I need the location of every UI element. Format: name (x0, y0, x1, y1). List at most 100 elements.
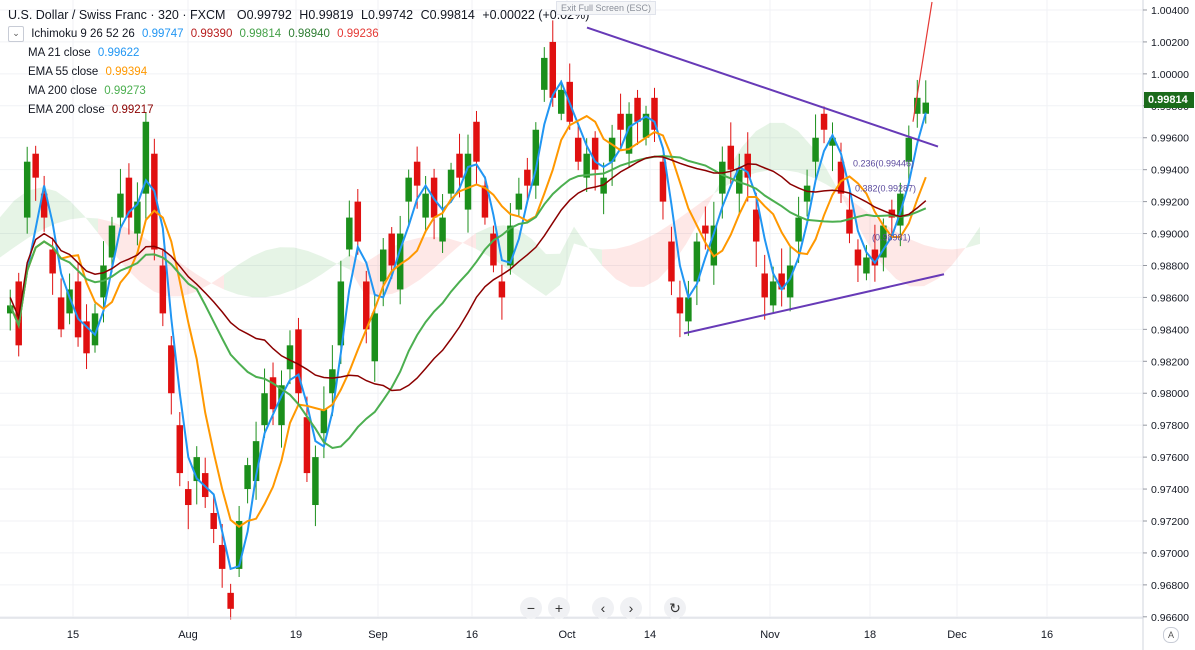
ichimoku-cloud-segment (546, 253, 560, 296)
zoom-out-button[interactable]: − (520, 597, 542, 619)
candle-body (676, 297, 684, 314)
price-axis-label: 0.97800 (1151, 420, 1189, 432)
scroll-left-button[interactable]: ‹ (592, 597, 614, 619)
ohlc-open: O0.99792 (236, 8, 292, 22)
price-axis-label: 0.97200 (1151, 516, 1189, 528)
ma21-line (9, 79, 927, 571)
ichimoku-row[interactable]: ⌄ Ichimoku 9 26 52 26 0.99747 0.99390 0.… (8, 25, 589, 44)
candle-body (591, 137, 599, 170)
candle-body (337, 281, 345, 346)
candle-body (549, 41, 557, 98)
ichimoku-cloud-segment (28, 187, 42, 239)
price-axis-label: 0.97400 (1151, 484, 1189, 496)
candle-body (413, 161, 421, 186)
ichimoku-cloud-segment (770, 122, 784, 171)
ohlc-high: H0.99819 (299, 8, 354, 22)
ohlc-close: C0.99814 (420, 8, 475, 22)
candle-body (524, 169, 531, 186)
candle-body (854, 249, 862, 266)
ichimoku-cloud-segment (126, 227, 140, 282)
auto-scale-button[interactable]: A (1163, 627, 1179, 643)
candle-body (685, 297, 692, 322)
ichimoku-cloud-segment (84, 215, 98, 234)
candle-body (583, 153, 590, 178)
zoom-in-button[interactable]: + (548, 597, 570, 619)
candle-body (176, 425, 184, 474)
candle-body (634, 97, 641, 122)
ichimoku-cloud-segment (938, 248, 952, 279)
time-axis-label: 19 (290, 629, 302, 641)
candle-body (490, 233, 497, 266)
candle-body (659, 161, 667, 202)
ichimoku-label: Ichimoku 9 26 52 26 (31, 27, 135, 40)
candle-body (761, 273, 768, 298)
candle-body (227, 592, 234, 609)
ema55-value: 0.99394 (105, 65, 148, 78)
ichimoku-cloud-segment (826, 168, 840, 194)
candle-body (880, 225, 887, 258)
ichimoku-cloud-segment (756, 122, 770, 173)
ma200-line (9, 154, 927, 450)
ema55-row[interactable]: EMA 55 close 0.99394 (8, 63, 589, 82)
candle-body (837, 161, 845, 194)
ma21-row[interactable]: MA 21 close 0.99622 (8, 44, 589, 63)
time-axis-label: 16 (1041, 629, 1053, 641)
candle-body (473, 121, 480, 162)
ichimoku-cloud-segment (56, 191, 70, 224)
candle-body (83, 321, 90, 354)
candle-body (32, 153, 39, 178)
ichimoku-cloud-segment (112, 221, 126, 269)
candle-body (388, 233, 395, 266)
candle-body (905, 137, 913, 162)
candle-body (40, 193, 48, 218)
ma200-label: MA 200 close (28, 84, 98, 97)
candle-body (405, 177, 412, 202)
ichimoku-cloud-segment (616, 245, 630, 287)
ichimoku-cloud-segment (896, 231, 910, 287)
candle-body (820, 113, 828, 130)
price-axis-label: 0.99400 (1151, 165, 1189, 177)
ichimoku-cloud-segment (602, 248, 616, 280)
ma200-row[interactable]: MA 200 close 0.99273 (8, 82, 589, 101)
reset-chart-button[interactable]: ↻ (664, 597, 686, 619)
ichimoku-cloud-segment (588, 247, 602, 266)
time-axis-label: Sep (368, 629, 388, 641)
ichimoku-cloud-segment (784, 122, 798, 173)
ichimoku-cloud-segment (210, 274, 224, 290)
candle-body (303, 417, 311, 474)
ema200-value: 0.99217 (111, 103, 154, 116)
candle-body (778, 273, 785, 290)
price-axis-label: 0.96600 (1151, 612, 1189, 624)
time-axis-label: 16 (466, 629, 478, 641)
candle-body (354, 201, 362, 242)
candle-body (235, 520, 243, 569)
candle-body (668, 241, 675, 282)
candle-body (210, 513, 217, 529)
candle-body (846, 209, 853, 234)
ichimoku-cloud-segment (952, 247, 966, 266)
candle-body (379, 249, 387, 282)
ema200-row[interactable]: EMA 200 close 0.99217 (8, 101, 589, 120)
ma200-value: 0.99273 (104, 84, 146, 97)
ichimoku-cloud-segment (966, 226, 980, 248)
candle-body (7, 305, 14, 314)
chevron-down-icon[interactable]: ⌄ (8, 25, 24, 42)
ichimoku-cloud-segment (420, 236, 434, 280)
candle-body (439, 217, 446, 242)
scroll-right-button[interactable]: › (620, 597, 642, 619)
candle-body (346, 217, 353, 250)
exit-fullscreen-button[interactable]: Exit Full Screen (ESC) (556, 1, 657, 15)
symbol-title: U.S. Dollar / Swiss Franc · 320 · FXCM (8, 8, 226, 22)
price-axis-label: 0.98600 (1151, 292, 1189, 304)
candle-body (295, 329, 302, 394)
ichimoku-cloud-segment (308, 250, 322, 283)
candle-body (57, 297, 65, 330)
candle-body (312, 457, 319, 506)
price-axis-label: 0.98000 (1151, 388, 1189, 400)
candle-body (625, 113, 633, 154)
candle-body (108, 225, 116, 258)
ichimoku-cloud-segment (322, 256, 336, 275)
candle-body (812, 137, 819, 162)
